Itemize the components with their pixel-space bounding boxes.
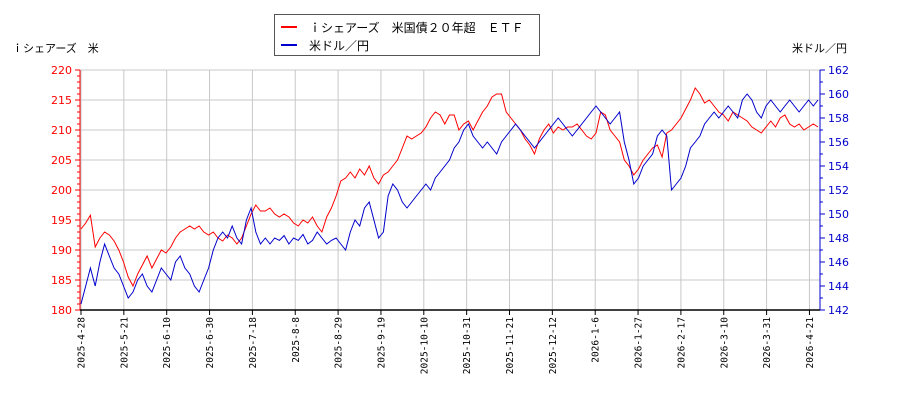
right-axis-title: 米ドル／円 xyxy=(792,42,847,55)
x-tick-label: 2025-12-12 xyxy=(548,317,559,374)
right-tick-label: 148 xyxy=(828,232,849,245)
x-tick-label: 2025-8-8 xyxy=(291,317,302,363)
right-tick-label: 156 xyxy=(828,136,849,149)
x-tick-label: 2026-3-31 xyxy=(762,317,773,369)
legend-label-usdjpy: 米ドル／円 xyxy=(309,38,370,53)
legend-item-etf[interactable]: ｉシェアーズ 米国債２０年超 ＥＴＦ xyxy=(281,19,524,35)
chart-legend: ｉシェアーズ 米国債２０年超 ＥＴＦ 米ドル／円 xyxy=(274,14,540,56)
x-tick-label: 2025-10-31 xyxy=(462,317,473,374)
x-tick-label: 2025-4-28 xyxy=(77,317,88,369)
x-tick-label: 2025-10-10 xyxy=(419,317,430,374)
x-tick-label: 2026-1-27 xyxy=(634,317,645,368)
legend-item-usdjpy[interactable]: 米ドル／円 xyxy=(281,37,369,53)
etf-price-line xyxy=(80,87,819,288)
x-tick-label: 2025-6-10 xyxy=(162,317,173,369)
left-axis-title: ｉシェアーズ 米 xyxy=(12,42,99,55)
right-tick-label: 142 xyxy=(828,304,849,317)
right-tick-label: 154 xyxy=(828,160,849,173)
x-tick-label: 2026-1-6 xyxy=(591,317,602,363)
left-tick-label: 220 xyxy=(51,64,72,77)
right-tick-label: 150 xyxy=(828,208,849,221)
usdjpy-line xyxy=(80,93,819,305)
right-tick-label: 162 xyxy=(828,64,849,77)
right-tick-label: 158 xyxy=(828,112,849,125)
x-tick-label: 2025-6-30 xyxy=(205,317,216,369)
right-tick-label: 152 xyxy=(828,184,849,197)
x-tick-label: 2025-8-29 xyxy=(334,317,345,369)
legend-swatch-blue xyxy=(281,44,297,46)
legend-swatch-red xyxy=(281,26,297,28)
left-tick-label: 200 xyxy=(51,184,72,197)
left-tick-label: 215 xyxy=(51,94,72,107)
legend-label-etf: ｉシェアーズ 米国債２０年超 ＥＴＦ xyxy=(309,20,524,35)
left-tick-label: 190 xyxy=(51,244,72,257)
left-tick-label: 185 xyxy=(51,274,72,287)
x-tick-label: 2025-7-18 xyxy=(248,317,259,369)
left-tick-label: 205 xyxy=(51,154,72,167)
x-tick-label: 2026-3-10 xyxy=(719,317,730,369)
left-tick-label: 195 xyxy=(51,214,72,227)
left-tick-label: 210 xyxy=(51,124,72,137)
x-tick-label: 2026-2-17 xyxy=(676,317,687,368)
x-tick-label: 2025-5-21 xyxy=(119,317,130,369)
axes: 2025-4-28 2025-5-21 2025-6-10 2025-6-30 2025… xyxy=(51,64,849,374)
x-tick-label: 2026-4-21 xyxy=(805,317,816,369)
data-series xyxy=(80,87,819,305)
x-tick-label: 2025-11-21 xyxy=(505,317,516,374)
grid-lines xyxy=(80,69,820,311)
right-tick-label: 160 xyxy=(828,88,849,101)
left-tick-label: 180 xyxy=(51,304,72,317)
x-tick-label: 2025-9-19 xyxy=(376,317,387,369)
right-tick-label: 144 xyxy=(828,280,849,293)
right-tick-label: 146 xyxy=(828,256,849,269)
